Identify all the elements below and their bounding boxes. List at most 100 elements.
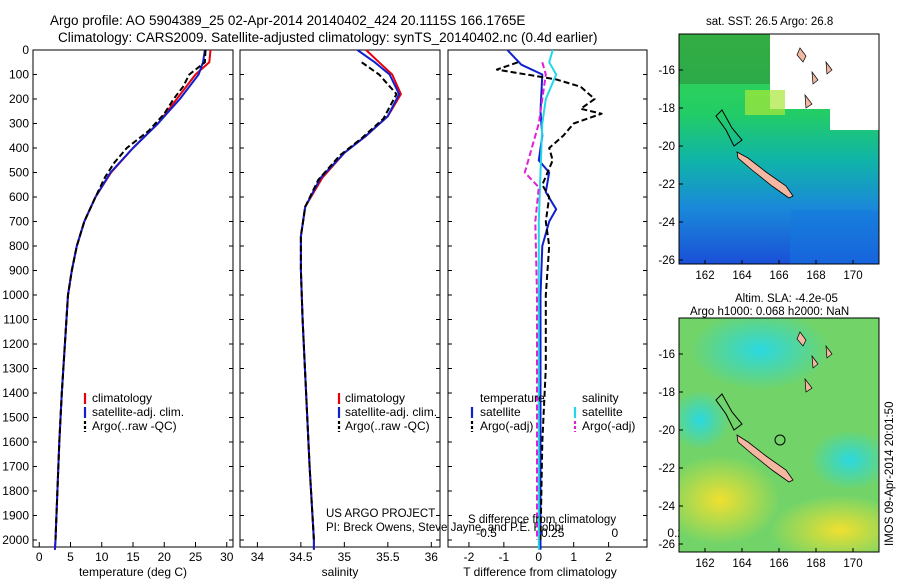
map-x-tick-label: 162: [695, 270, 714, 282]
map-y-tick-label: -16: [658, 65, 675, 77]
vanuatu-island: [796, 331, 833, 393]
map-x-tick-label: 164: [732, 558, 752, 570]
sst-cloud-patch: [679, 34, 779, 84]
legend-label-t-satellite: satellite: [480, 405, 521, 419]
map-y-tick-label: -22: [658, 463, 675, 475]
temperature-legend: climatology satellite-adj. clim. Argo(..…: [83, 391, 184, 433]
x-tick-label: 1: [570, 550, 577, 564]
map-y-tick-label: -18: [658, 103, 675, 115]
top-x-tick-label: -0.25: [537, 526, 565, 540]
y-tick-label: 800: [9, 239, 29, 253]
sla-high-blob: [679, 390, 730, 450]
sst-map-title: sat. SST: 26.5 Argo: 26.8: [706, 16, 833, 28]
sla-map: Altim. SLA: -4.2e-05 Argo h1000: 0.068 h…: [658, 293, 880, 570]
map-x-tick-label: 170: [843, 558, 862, 570]
map-x-tick-label: 164: [732, 270, 752, 282]
legend-label-satellite: satellite-adj. clim.: [345, 405, 437, 419]
series-line-t-argo-adj-: [495, 61, 603, 541]
reef-outline: [715, 393, 743, 431]
legend-label-s-satellite: satellite: [582, 405, 623, 419]
x-tick-label: 25: [189, 550, 203, 564]
y-tick-label: 1000: [2, 288, 29, 302]
legend-header-salinity: salinity: [582, 391, 619, 405]
series-line-satellite-adj-clim-: [299, 49, 401, 550]
top-x-tick-label: 0: [612, 526, 619, 540]
map-y-tick-label: -20: [658, 141, 675, 153]
difference-xlabel: T difference from climatology: [463, 565, 617, 579]
y-tick-label: 500: [9, 166, 29, 180]
map-x-tick-label: 168: [806, 558, 825, 570]
y-tick-label: 1900: [2, 509, 29, 523]
y-tick-label: 700: [9, 215, 29, 229]
x-tick-label: 35.5: [376, 550, 400, 564]
series-line-satellite-adj-clim-: [53, 49, 206, 550]
salinity-axes-frame: [239, 49, 441, 548]
salinity-panel: 34 34.5 35 35.5 36 salinity climatology sate…: [239, 49, 564, 579]
y-tick-label: 200: [9, 92, 29, 106]
sla-map-title-line2: Argo h1000: 0.068 h2000: NaN: [690, 306, 849, 318]
difference-axes-frame: [447, 49, 648, 548]
pi-label: PI: Breck Owens, Steve Jayne, and P.E. R…: [326, 522, 564, 534]
map-y-tick-label: -22: [658, 179, 675, 191]
x-tick-label: 0: [36, 550, 43, 564]
sla-low-blob: [770, 495, 879, 552]
sst-missing-patch: [830, 100, 879, 130]
x-tick-label: 30: [220, 550, 234, 564]
map-y-tick-label: -20: [658, 425, 675, 437]
x-tick-label: 10: [95, 550, 109, 564]
sla-map-title-line1: Altim. SLA: -4.2e-05: [735, 293, 838, 305]
y-tick-label: 0: [22, 43, 29, 57]
x-tick-label: 34: [251, 550, 265, 564]
y-tick-label: 600: [9, 190, 29, 204]
sst-cool-patch: [790, 210, 879, 264]
map-y-tick-label: -24: [658, 217, 675, 229]
sst-missing-patch: [770, 34, 879, 109]
legend-label-t-argo: Argo(-adj): [480, 419, 533, 433]
legend-label-s-argo: Argo(-adj): [582, 419, 635, 433]
y-tick-label: 1300: [2, 362, 29, 376]
x-tick-label: 36: [425, 550, 439, 564]
project-label: US ARGO PROJECT: [326, 508, 435, 520]
map-x-tick-label: 162: [695, 558, 714, 570]
x-tick-label: 35: [338, 550, 352, 564]
series-line-argo-raw-qc-: [299, 61, 398, 541]
map-y-tick-label: -18: [658, 387, 675, 399]
x-tick-label: 20: [158, 550, 172, 564]
y-tick-label: 1800: [2, 484, 29, 498]
series-line-t-satellite: [506, 49, 558, 550]
y-tick-label: 300: [9, 117, 29, 131]
legend-header-temperature: temperature: [480, 391, 545, 405]
map-y-tick-label: -26: [658, 539, 675, 551]
x-tick-label: 15: [126, 550, 140, 564]
temperature-axes-frame: [32, 49, 234, 548]
map-y-tick-label: -26: [658, 255, 675, 267]
imos-stamp: IMOS 09-Apr-2014 20:01:50: [884, 402, 896, 546]
y-tick-label: 1700: [2, 460, 29, 474]
legend-label-argo: Argo(..raw -QC): [92, 419, 177, 433]
y-tick-label: 900: [9, 264, 29, 278]
y-tick-label: 1600: [2, 435, 29, 449]
x-tick-label: -1: [499, 550, 510, 564]
series-line-climatology: [299, 49, 402, 550]
sla-high-blob: [810, 430, 879, 490]
map-y-tick-label: -24: [658, 501, 675, 513]
top-x-tick-label: -0.5: [476, 526, 497, 540]
new-caledonia-island: [736, 434, 794, 483]
salinity-legend: climatology satellite-adj. clim. Argo(..…: [337, 391, 437, 433]
map-x-tick-label: 168: [806, 270, 825, 282]
map-x-tick-label: 166: [769, 558, 788, 570]
x-tick-label: 5: [67, 550, 74, 564]
legend-label-satellite: satellite-adj. clim.: [92, 405, 184, 419]
salinity-xlabel: salinity: [322, 565, 359, 579]
sst-warm-patch: [745, 90, 785, 115]
series-line-climatology: [53, 49, 212, 550]
y-tick-label: 1500: [2, 411, 29, 425]
y-tick-label: 1200: [2, 337, 29, 351]
figure-title-line1: Argo profile: AO 5904389_25 02-Apr-2014 …: [50, 13, 525, 28]
difference-top-xlabel: S difference from climatology: [468, 514, 616, 526]
series-line-argo-raw-qc-: [54, 49, 207, 541]
map-x-tick-label: 166: [769, 270, 788, 282]
temperature-panel: 0100200300400500600700800900100011001200…: [2, 43, 233, 579]
legend-label-climatology: climatology: [92, 391, 152, 405]
